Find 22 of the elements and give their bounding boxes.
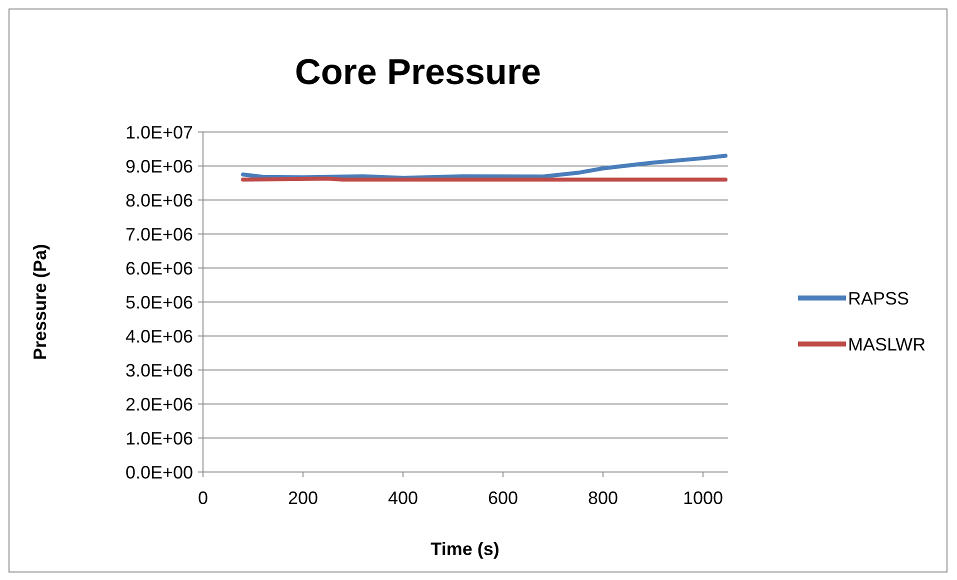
x-tick-label: 1000 xyxy=(682,488,724,508)
y-tick-label: 8.0E+06 xyxy=(125,190,193,210)
y-tick-label: 1.0E+06 xyxy=(125,428,193,448)
y-tick-label: 9.0E+06 xyxy=(125,156,193,176)
x-axis-title: Time (s) xyxy=(430,539,500,559)
x-tick-label: 600 xyxy=(488,488,518,508)
y-tick-label: 5.0E+06 xyxy=(125,292,193,312)
y-tick-label: 2.0E+06 xyxy=(125,394,193,414)
x-tick-label: 0 xyxy=(198,488,208,508)
x-tick-label: 800 xyxy=(588,488,618,508)
y-tick-label: 7.0E+06 xyxy=(125,224,193,244)
y-tick-label: 3.0E+06 xyxy=(125,360,193,380)
x-tick-label: 200 xyxy=(288,488,318,508)
y-tick-label: 1.0E+07 xyxy=(125,122,193,142)
y-tick-label: 0.0E+00 xyxy=(125,462,193,482)
y-axis-title: Pressure (Pa) xyxy=(30,244,50,360)
x-tick-label: 400 xyxy=(388,488,418,508)
legend-label: MASLWR xyxy=(848,334,926,354)
y-tick-label: 6.0E+06 xyxy=(125,258,193,278)
legend-label: RAPSS xyxy=(848,288,910,308)
chart-title: Core Pressure xyxy=(294,51,542,92)
y-tick-label: 4.0E+06 xyxy=(125,326,193,346)
